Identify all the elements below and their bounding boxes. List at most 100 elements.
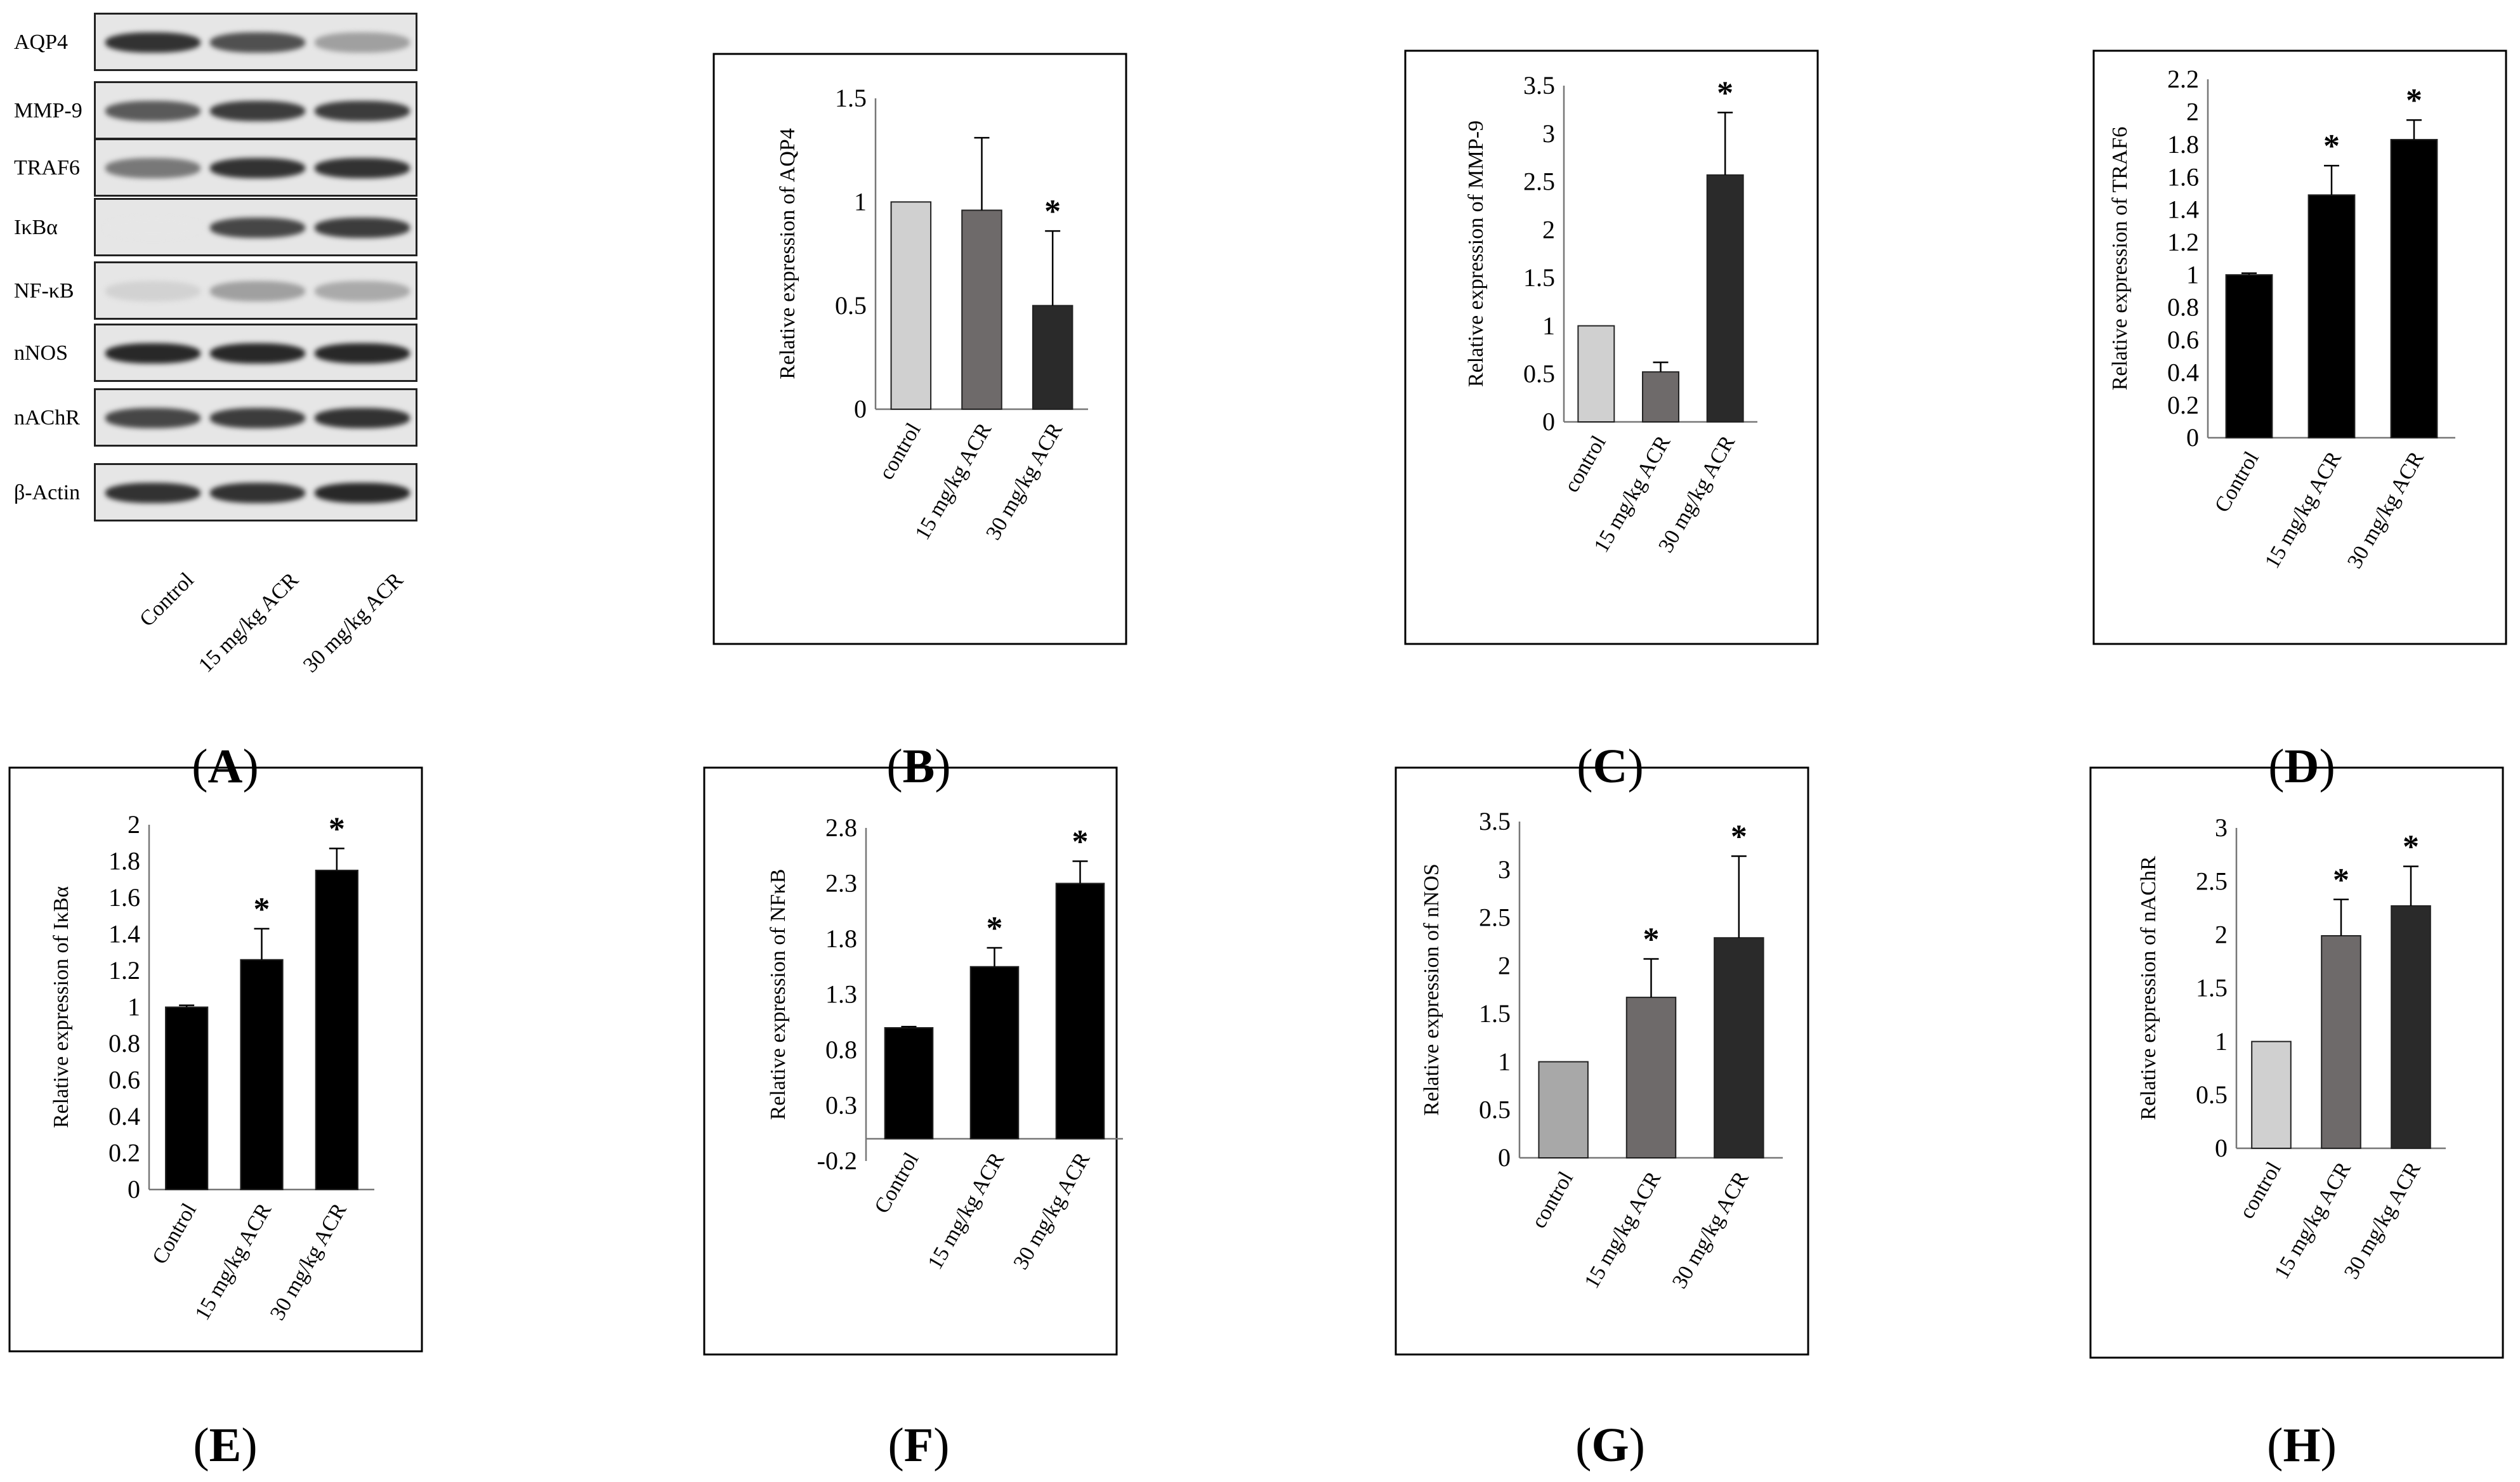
x-category-label: 15 mg/kg ACR xyxy=(923,1148,1009,1273)
y-axis-label: Relative expression of TRAF6 xyxy=(2108,127,2132,391)
blot-row xyxy=(94,324,417,382)
significance-star: * xyxy=(1044,193,1061,230)
blot-protein-label: NF-κB xyxy=(14,279,74,303)
y-tick-label: 2.3 xyxy=(825,869,857,898)
panel-label-d: (D) xyxy=(2268,740,2335,793)
panel-label-e: (E) xyxy=(193,1419,258,1472)
x-category-label: Control xyxy=(870,1149,923,1217)
y-tick-label: 0.5 xyxy=(1523,359,1555,388)
y-tick-label: 2.5 xyxy=(1523,167,1555,196)
significance-star: * xyxy=(2403,829,2419,865)
y-tick-label: 3.5 xyxy=(1523,71,1555,100)
significance-star: * xyxy=(1731,819,1747,855)
y-tick-label: 0 xyxy=(854,395,867,423)
y-tick-label: 1.4 xyxy=(108,920,140,948)
y-tick-label: 2 xyxy=(2215,921,2228,949)
chart-frame xyxy=(2092,49,2507,645)
bar xyxy=(884,1027,934,1139)
blot-protein-label: nNOS xyxy=(14,341,69,365)
x-category-label: control xyxy=(2235,1158,2286,1223)
significance-star: * xyxy=(329,811,345,847)
y-tick-label: 2 xyxy=(1498,951,1511,980)
y-tick-label: 2.2 xyxy=(2167,65,2199,93)
y-tick-label: 1.8 xyxy=(2167,130,2199,159)
y-tick-label: 2.8 xyxy=(825,813,857,842)
bar xyxy=(1642,371,1679,423)
y-tick-label: 1 xyxy=(1542,311,1555,340)
y-tick-label: 1.6 xyxy=(108,883,140,912)
significance-star: * xyxy=(1643,922,1660,958)
panel-label-g: (G) xyxy=(1575,1419,1645,1472)
blot-band xyxy=(210,218,305,238)
y-tick-label: 2 xyxy=(1542,215,1555,244)
blot-row xyxy=(94,198,417,256)
panel-label-b: (B) xyxy=(886,740,951,793)
x-category-label: control xyxy=(1527,1168,1578,1233)
blot-band xyxy=(315,343,410,364)
y-tick-label: 0 xyxy=(2186,423,2199,452)
y-tick-label: 0.4 xyxy=(108,1102,140,1131)
blot-protein-label: AQP4 xyxy=(14,30,69,54)
y-tick-label: 0.6 xyxy=(108,1066,140,1094)
bar xyxy=(890,201,932,410)
bar xyxy=(2391,905,2431,1149)
blot-band xyxy=(210,32,305,53)
y-tick-label: 0.8 xyxy=(825,1035,857,1064)
blot-band xyxy=(105,343,200,364)
blot-protein-label: β-Actin xyxy=(14,481,81,504)
y-tick-label: 0 xyxy=(2215,1134,2228,1162)
y-tick-label: 1 xyxy=(854,188,867,216)
panel-label-h: (H) xyxy=(2267,1419,2337,1472)
blot-band xyxy=(315,101,410,121)
blot-band xyxy=(315,408,410,428)
chart-frame xyxy=(2089,766,2504,1359)
y-tick-label: 0.6 xyxy=(2167,325,2199,354)
blot-band xyxy=(105,483,200,503)
y-tick-label: 3.5 xyxy=(1479,807,1511,836)
y-tick-label: 1.2 xyxy=(108,956,140,985)
y-tick-label: 3 xyxy=(2215,813,2228,842)
x-category-label: 15 mg/kg ACR xyxy=(190,1199,276,1324)
bar xyxy=(1055,882,1105,1139)
blot-protein-label: MMP-9 xyxy=(14,99,82,122)
y-tick-label: 1.5 xyxy=(1523,263,1555,292)
y-tick-label: 1 xyxy=(2215,1027,2228,1056)
bar xyxy=(2307,194,2356,438)
western-blot-panel: AQP4 MMP-9 TRAF6 IκBα NF-κB nNOS nAChR β-Actin C… xyxy=(0,0,444,698)
significance-star: * xyxy=(1072,824,1089,860)
y-tick-label: 0.4 xyxy=(2167,358,2199,386)
x-category-label: Control xyxy=(2210,448,2264,516)
y-tick-label: 1.8 xyxy=(108,847,140,875)
blot-row xyxy=(94,138,417,197)
y-tick-label: 0 xyxy=(1542,407,1555,436)
blot-band xyxy=(105,281,200,301)
y-tick-label: 1.6 xyxy=(2167,162,2199,191)
blot-band xyxy=(105,101,200,121)
blot-protein-label: TRAF6 xyxy=(14,156,80,180)
y-tick-label: 1.3 xyxy=(825,980,857,1009)
significance-star: * xyxy=(1717,75,1733,111)
significance-star: * xyxy=(254,891,270,928)
blot-band xyxy=(105,408,200,428)
blot-row xyxy=(94,463,417,521)
y-axis-label: Relative expression of NFκB xyxy=(766,869,790,1120)
y-axis-label: Relative expression of MMP-9 xyxy=(1464,121,1488,387)
y-tick-label: 1 xyxy=(1498,1047,1511,1076)
blot-row xyxy=(94,13,417,71)
x-category-label: 30 mg/kg ACR xyxy=(266,1199,351,1324)
blot-band xyxy=(315,218,410,238)
y-tick-label: 0.3 xyxy=(825,1091,857,1120)
x-category-label: 15 mg/kg ACR xyxy=(2270,1158,2356,1283)
blot-band xyxy=(315,483,410,503)
blot-band xyxy=(210,343,305,364)
chart-frame xyxy=(1404,49,1819,645)
x-category-label: 30 mg/kg ACR xyxy=(2343,447,2429,572)
blot-protein-label: nAChR xyxy=(14,406,80,430)
bar xyxy=(1625,997,1677,1158)
y-tick-label: 1.5 xyxy=(835,84,867,112)
blot-band xyxy=(210,483,305,503)
blot-row xyxy=(94,261,417,320)
bar xyxy=(2321,935,2361,1150)
bar xyxy=(969,966,1020,1139)
